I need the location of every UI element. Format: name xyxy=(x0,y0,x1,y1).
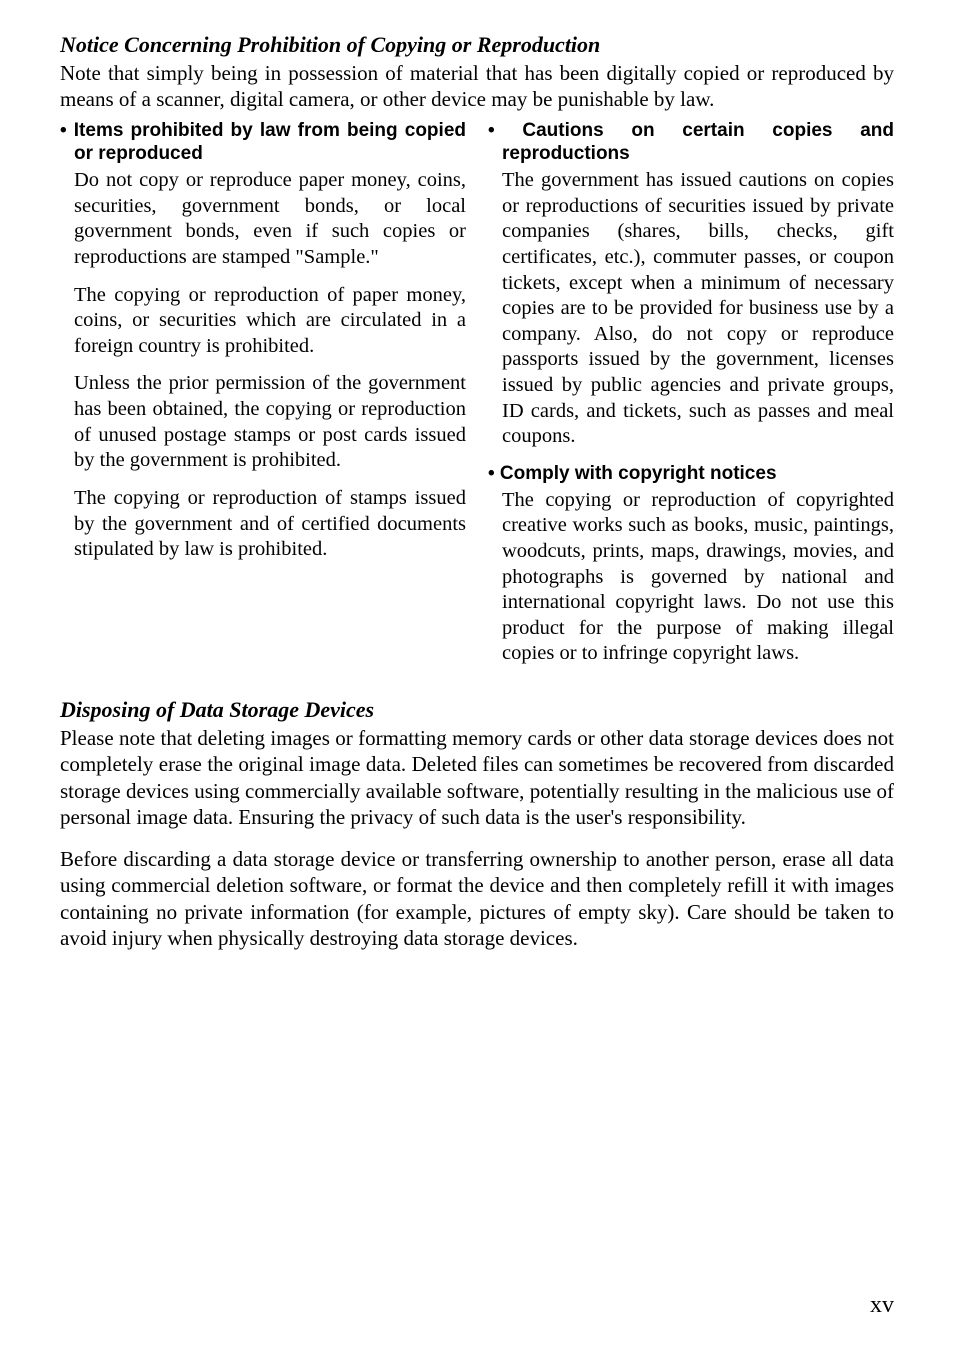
body-paragraph: Please note that deleting images or form… xyxy=(60,725,894,830)
bullet-paragraph: Do not copy or reproduce paper money, co… xyxy=(60,168,466,271)
section-heading: Notice Concerning Prohibition of Copying… xyxy=(60,32,894,58)
page-number: xv xyxy=(870,1292,894,1319)
section-heading: Disposing of Data Storage Devices xyxy=(60,697,894,723)
section-intro: Note that simply being in possession of … xyxy=(60,60,894,113)
bullet-paragraph: Unless the prior permission of the gover… xyxy=(60,371,466,474)
bullet-paragraph: The copying or reproduction of copyright… xyxy=(488,488,894,667)
body-paragraph: Before discarding a data storage device … xyxy=(60,846,894,951)
bullet-paragraph: The government has issued cautions on co… xyxy=(488,168,894,450)
left-column: • Items prohibited by law from being cop… xyxy=(60,119,466,680)
bullet-paragraph: The copying or reproduction of stamps is… xyxy=(60,486,466,563)
bullet-heading: • Comply with copyright notices xyxy=(488,462,894,486)
two-column-region: • Items prohibited by law from being cop… xyxy=(60,119,894,680)
bullet-paragraph: The copying or reproduction of paper mon… xyxy=(60,283,466,360)
bullet-heading: • Cautions on certain copies and reprodu… xyxy=(488,119,894,167)
bullet-heading: • Items prohibited by law from being cop… xyxy=(60,119,466,167)
right-column: • Cautions on certain copies and reprodu… xyxy=(488,119,894,680)
